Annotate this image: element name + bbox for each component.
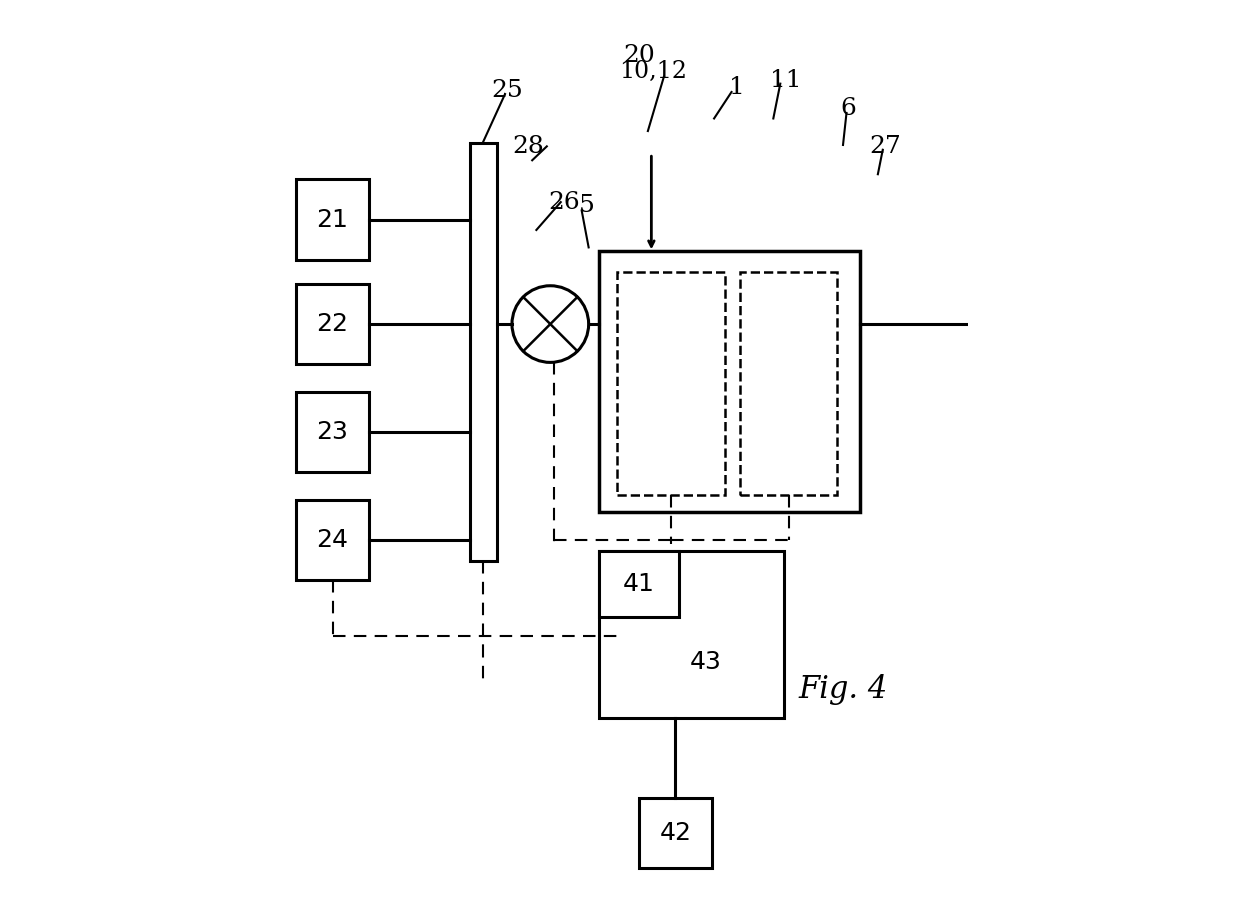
Bar xyxy=(296,179,370,260)
Text: 1: 1 xyxy=(729,75,745,99)
Text: 28: 28 xyxy=(512,135,544,158)
Text: 21: 21 xyxy=(316,207,348,232)
Bar xyxy=(296,284,370,364)
Text: 26: 26 xyxy=(548,190,580,214)
Text: Fig. 4: Fig. 4 xyxy=(799,674,888,706)
Bar xyxy=(599,551,784,718)
Text: 43: 43 xyxy=(689,651,722,674)
Bar xyxy=(470,143,497,561)
Bar xyxy=(599,251,861,512)
Text: 22: 22 xyxy=(316,312,348,336)
Text: 42: 42 xyxy=(660,821,692,844)
Bar xyxy=(639,798,712,868)
Text: 20: 20 xyxy=(622,44,655,67)
Text: 6: 6 xyxy=(841,97,857,120)
Text: 11: 11 xyxy=(770,69,801,92)
Text: 27: 27 xyxy=(869,135,900,158)
Text: 10,12: 10,12 xyxy=(620,60,687,82)
Text: 24: 24 xyxy=(316,528,348,552)
Bar xyxy=(599,551,680,617)
Text: 41: 41 xyxy=(624,572,655,595)
Bar xyxy=(296,500,370,580)
Text: 5: 5 xyxy=(579,194,594,217)
Bar xyxy=(740,272,837,495)
Bar xyxy=(296,392,370,472)
Text: 25: 25 xyxy=(491,79,523,102)
Text: 23: 23 xyxy=(316,420,348,444)
Bar xyxy=(616,272,724,495)
